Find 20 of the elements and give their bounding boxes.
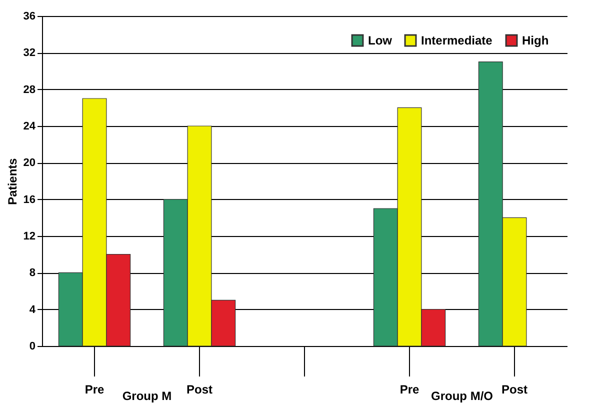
text: Group M/O <box>431 389 493 403</box>
y-tick-label: 20 <box>23 157 36 170</box>
x-tick-label: Post <box>501 382 528 396</box>
y-tick-label: 24 <box>23 120 36 132</box>
y-tick-label: 16 <box>23 194 36 206</box>
x-tick-label: Pre <box>84 382 104 396</box>
x-tick-label: Pre <box>400 382 420 396</box>
y-tick-label: 28 <box>23 84 36 96</box>
text: Group M <box>122 389 172 403</box>
y-tick-label: 8 <box>29 267 36 280</box>
legend-label: Intermediate <box>421 34 493 48</box>
legend-label: High <box>522 34 549 48</box>
y-tick-label: 12 <box>23 230 36 242</box>
y-tick-label: 32 <box>23 47 36 60</box>
y-tick-label: 36 <box>23 10 36 22</box>
x-tick-label: Post <box>186 382 213 396</box>
legend-label: Low <box>368 34 393 48</box>
y-tick-label: 4 <box>29 304 36 316</box>
y-axis-title: Patients <box>5 158 20 205</box>
y-tick-label: 0 <box>29 340 36 352</box>
